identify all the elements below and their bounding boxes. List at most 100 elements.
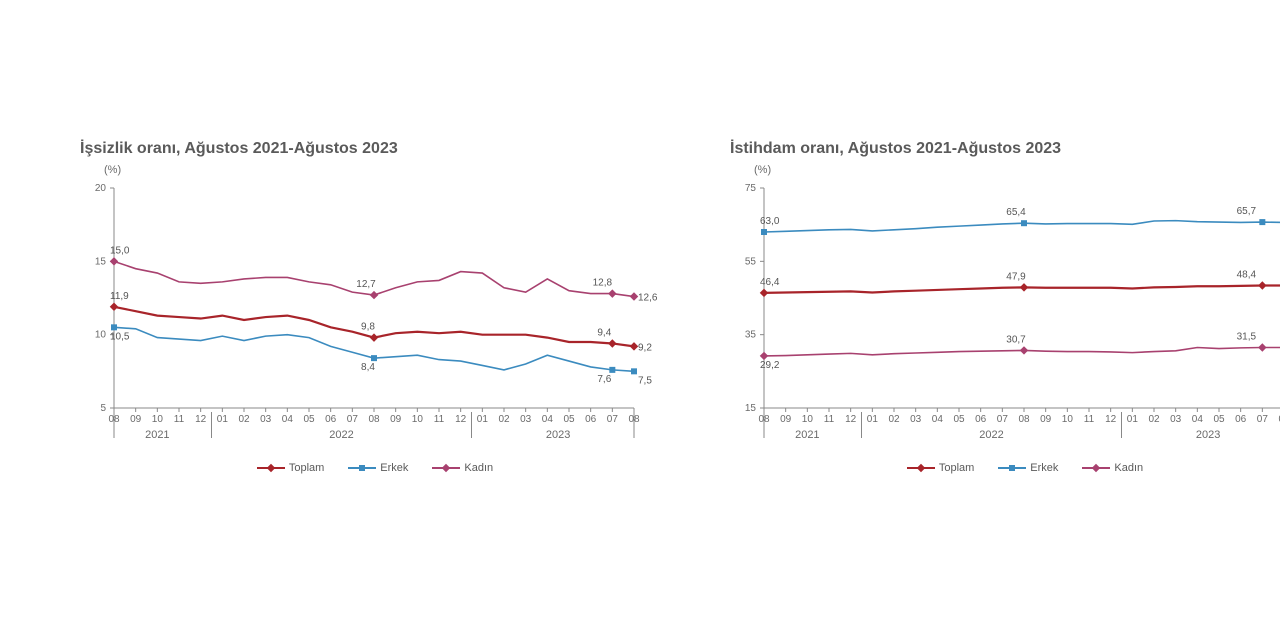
svg-text:55: 55 (745, 256, 757, 267)
svg-text:9,8: 9,8 (361, 322, 375, 333)
svg-text:2023: 2023 (546, 429, 570, 441)
legend-item: Toplam (257, 462, 324, 474)
legend-item: Kadın (432, 462, 493, 474)
svg-text:08: 08 (368, 414, 380, 425)
legend-item: Toplam (907, 462, 974, 474)
svg-text:75: 75 (745, 183, 757, 194)
svg-text:47,9: 47,9 (1006, 271, 1026, 282)
svg-text:03: 03 (260, 414, 272, 425)
svg-text:9,4: 9,4 (597, 327, 611, 338)
svg-text:12: 12 (1105, 414, 1117, 425)
chart-unemployment: İşsizlik oranı, Ağustos 2021-Ağustos 202… (80, 140, 670, 474)
legend-item: Kadın (1082, 462, 1143, 474)
svg-text:06: 06 (1235, 414, 1247, 425)
svg-text:11,9: 11,9 (110, 291, 129, 302)
chart-title: İstihdam oranı, Ağustos 2021-Ağustos 202… (730, 140, 1280, 158)
svg-text:01: 01 (1127, 414, 1139, 425)
svg-text:2023: 2023 (1196, 429, 1220, 441)
svg-text:9,2: 9,2 (638, 342, 652, 353)
svg-text:01: 01 (217, 414, 229, 425)
svg-text:10: 10 (802, 414, 814, 425)
svg-text:03: 03 (520, 414, 532, 425)
svg-text:09: 09 (1040, 414, 1052, 425)
legend-label: Kadın (1114, 462, 1143, 474)
svg-text:04: 04 (542, 414, 554, 425)
svg-text:29,2: 29,2 (760, 360, 780, 371)
legend-item: Erkek (348, 462, 408, 474)
svg-text:01: 01 (867, 414, 879, 425)
svg-text:12,6: 12,6 (638, 293, 658, 304)
svg-text:06: 06 (325, 414, 337, 425)
svg-text:09: 09 (780, 414, 792, 425)
svg-text:30,7: 30,7 (1006, 334, 1026, 345)
chart-legend: Toplam Erkek Kadın (80, 460, 670, 474)
svg-text:2022: 2022 (329, 429, 353, 441)
svg-text:2021: 2021 (145, 429, 169, 441)
svg-text:10: 10 (95, 330, 107, 341)
svg-text:10: 10 (412, 414, 424, 425)
svg-text:15: 15 (95, 256, 107, 267)
chart-employment: İstihdam oranı, Ağustos 2021-Ağustos 202… (730, 140, 1280, 474)
svg-text:65,4: 65,4 (1006, 207, 1026, 218)
chart-title: İşsizlik oranı, Ağustos 2021-Ağustos 202… (80, 140, 670, 158)
svg-text:15,0: 15,0 (110, 245, 130, 256)
svg-text:01: 01 (477, 414, 489, 425)
svg-text:08: 08 (1018, 414, 1030, 425)
svg-text:05: 05 (953, 414, 965, 425)
legend-label: Toplam (289, 462, 324, 474)
svg-text:06: 06 (585, 414, 597, 425)
svg-text:2021: 2021 (795, 429, 819, 441)
svg-text:35: 35 (745, 330, 757, 341)
svg-text:65,7: 65,7 (1237, 206, 1257, 217)
svg-text:09: 09 (130, 414, 142, 425)
svg-text:03: 03 (910, 414, 922, 425)
svg-text:11: 11 (434, 414, 445, 425)
svg-text:11: 11 (1084, 414, 1095, 425)
svg-text:02: 02 (498, 414, 510, 425)
svg-text:10: 10 (1062, 414, 1074, 425)
svg-text:07: 07 (1257, 414, 1269, 425)
svg-text:8,4: 8,4 (361, 362, 375, 373)
svg-text:11: 11 (824, 414, 835, 425)
chart-svg-unemployment: 5101520080910111201020304050607080910111… (80, 178, 670, 452)
chart-svg-employment: 1535557508091011120102030405060708091011… (730, 178, 1280, 452)
legend-label: Toplam (939, 462, 974, 474)
svg-text:12: 12 (845, 414, 857, 425)
svg-text:2022: 2022 (979, 429, 1003, 441)
svg-text:12,7: 12,7 (356, 279, 376, 290)
svg-text:10,5: 10,5 (110, 331, 130, 342)
svg-text:07: 07 (347, 414, 359, 425)
svg-text:31,5: 31,5 (1237, 332, 1257, 343)
svg-text:02: 02 (238, 414, 250, 425)
svg-text:06: 06 (975, 414, 987, 425)
svg-text:09: 09 (390, 414, 402, 425)
svg-text:04: 04 (282, 414, 294, 425)
legend-label: Erkek (380, 462, 408, 474)
svg-text:48,4: 48,4 (1237, 270, 1257, 281)
chart-legend: Toplam Erkek Kadın (730, 460, 1280, 474)
svg-text:63,0: 63,0 (760, 216, 780, 227)
chart-unit: (%) (754, 164, 1280, 176)
svg-text:05: 05 (1213, 414, 1225, 425)
svg-text:02: 02 (1148, 414, 1160, 425)
svg-text:46,4: 46,4 (760, 277, 780, 288)
svg-text:05: 05 (303, 414, 315, 425)
svg-text:07: 07 (997, 414, 1009, 425)
legend-item: Erkek (998, 462, 1058, 474)
svg-text:15: 15 (745, 403, 757, 414)
svg-text:07: 07 (607, 414, 619, 425)
svg-text:5: 5 (100, 403, 106, 414)
legend-label: Kadın (464, 462, 493, 474)
svg-text:11: 11 (174, 414, 185, 425)
svg-text:12: 12 (455, 414, 467, 425)
svg-text:02: 02 (888, 414, 900, 425)
chart-unit: (%) (104, 164, 670, 176)
charts-container: İşsizlik oranı, Ağustos 2021-Ağustos 202… (0, 0, 1280, 474)
legend-label: Erkek (1030, 462, 1058, 474)
svg-text:04: 04 (1192, 414, 1204, 425)
svg-text:10: 10 (152, 414, 164, 425)
svg-text:7,6: 7,6 (597, 374, 611, 385)
svg-text:03: 03 (1170, 414, 1182, 425)
svg-text:20: 20 (95, 183, 107, 194)
svg-text:05: 05 (563, 414, 575, 425)
